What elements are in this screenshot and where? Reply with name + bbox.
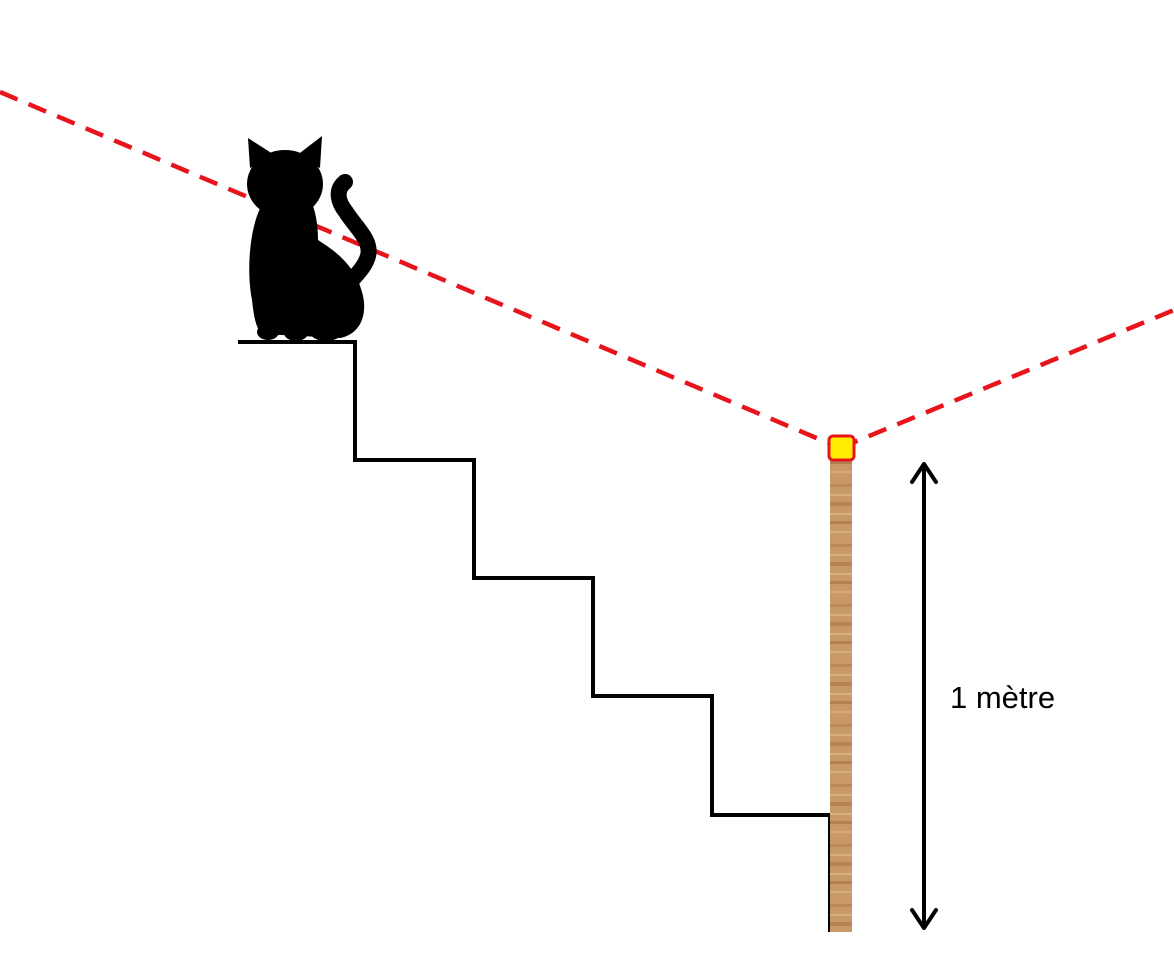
double-headed-arrow [910, 462, 938, 930]
cat-tail [330, 174, 377, 298]
arrow-head-top [910, 462, 938, 484]
laser-line-left [0, 89, 841, 451]
cat-foot-left [257, 324, 279, 340]
cat-foot-middle [284, 325, 308, 341]
cat-body [249, 204, 365, 338]
staircase [238, 340, 832, 932]
cat-ear-right [296, 136, 322, 168]
yellow-square-marker [827, 434, 856, 462]
cat-ear-left [248, 138, 276, 168]
cat-head [247, 150, 323, 218]
wooden-post [830, 456, 852, 932]
measurement-label: 1 mètre [950, 680, 1055, 715]
laser-lines [0, 89, 1174, 451]
cat-foot-right [310, 323, 342, 341]
cat-silhouette-icon [247, 136, 377, 341]
arrow-head-bottom [910, 908, 938, 930]
laser-line-right [839, 307, 1174, 451]
